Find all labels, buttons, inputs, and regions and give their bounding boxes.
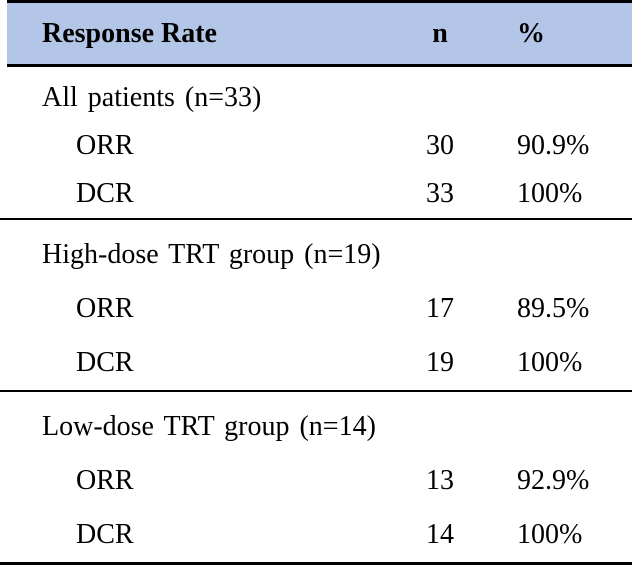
- n-value: 33: [426, 178, 454, 209]
- row-label: DCR: [76, 178, 134, 209]
- row-label: ORR: [76, 293, 134, 324]
- pct-value: 89.5%: [517, 293, 590, 324]
- section-title-row: High-dose TRT group (n=19): [0, 228, 632, 282]
- n-value: 14: [426, 519, 454, 550]
- section-high-dose-trt: High-dose TRT group (n=19) ORR 17 89.5% …: [0, 220, 632, 392]
- section-title: High-dose TRT group (n=19): [42, 239, 381, 270]
- row-label: ORR: [76, 465, 134, 496]
- table-row: DCR 19 100%: [0, 336, 632, 390]
- table-row: ORR 17 89.5%: [0, 282, 632, 336]
- table-row: ORR 13 92.9%: [0, 454, 632, 508]
- section-title-row: All patients (n=33): [0, 74, 632, 122]
- row-label: ORR: [76, 130, 134, 161]
- table-row: DCR 33 100%: [0, 170, 632, 218]
- pct-value: 92.9%: [517, 465, 590, 496]
- table-header-row: Response Rate n %: [7, 0, 632, 67]
- header-percent: %: [517, 17, 545, 49]
- n-value: 13: [426, 465, 454, 496]
- n-value: 17: [426, 293, 454, 324]
- row-label: DCR: [76, 519, 134, 550]
- section-all-patients: All patients (n=33) ORR 30 90.9% DCR 33 …: [0, 67, 632, 220]
- table-row: DCR 14 100%: [0, 508, 632, 562]
- section-low-dose-trt: Low-dose TRT group (n=14) ORR 13 92.9% D…: [0, 392, 632, 565]
- table-row: ORR 30 90.9%: [0, 122, 632, 170]
- n-value: 30: [426, 130, 454, 161]
- section-title-row: Low-dose TRT group (n=14): [0, 400, 632, 454]
- pct-value: 100%: [517, 178, 583, 209]
- section-title: All patients (n=33): [42, 82, 262, 113]
- pct-value: 100%: [517, 347, 583, 378]
- section-title: Low-dose TRT group (n=14): [42, 411, 376, 442]
- pct-value: 100%: [517, 519, 583, 550]
- header-response-rate: Response Rate: [42, 17, 217, 49]
- pct-value: 90.9%: [517, 130, 590, 161]
- header-n: n: [432, 17, 448, 49]
- row-label: DCR: [76, 347, 134, 378]
- n-value: 19: [426, 347, 454, 378]
